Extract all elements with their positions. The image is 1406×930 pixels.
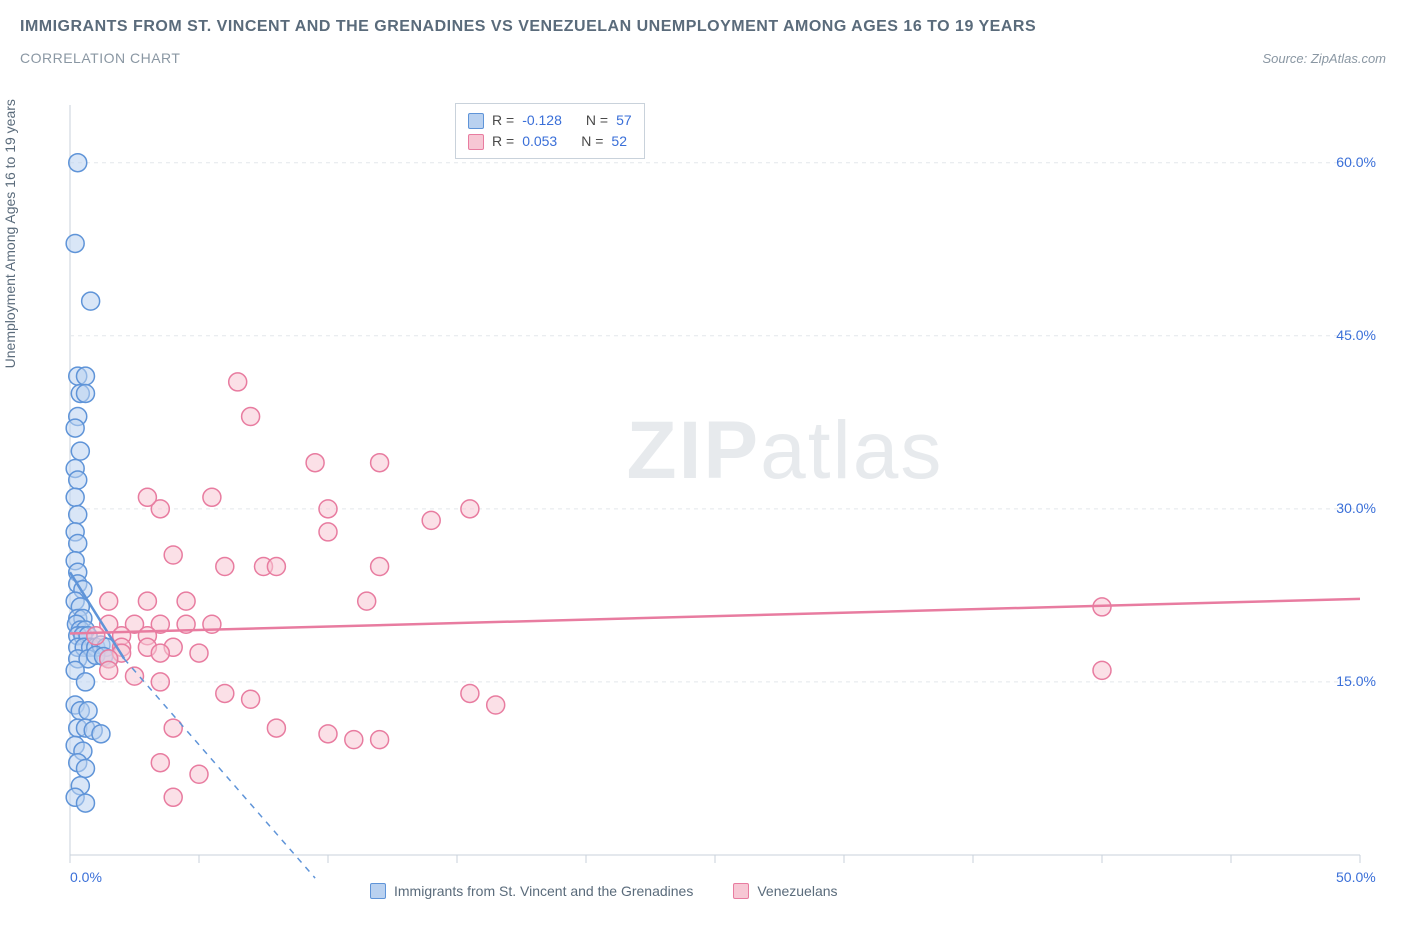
legend-r-value: -0.128 bbox=[522, 110, 562, 131]
y-tick-label: 15.0% bbox=[1336, 673, 1376, 689]
correlation-chart: Unemployment Among Ages 16 to 19 years R… bbox=[20, 95, 1386, 905]
legend-swatch-icon bbox=[370, 883, 386, 899]
legend-label: Immigrants from St. Vincent and the Gren… bbox=[394, 883, 693, 899]
legend-row: R = -0.128 N = 57 bbox=[468, 110, 632, 131]
header: IMMIGRANTS FROM ST. VINCENT AND THE GREN… bbox=[0, 0, 1406, 36]
legend-r-label: R = bbox=[492, 110, 514, 131]
legend-n-label: N = bbox=[586, 110, 608, 131]
x-tick-label: 50.0% bbox=[1336, 869, 1376, 885]
legend-swatch-icon bbox=[468, 113, 484, 129]
legend-item: Immigrants from St. Vincent and the Gren… bbox=[370, 883, 693, 899]
page-subtitle: CORRELATION CHART bbox=[20, 50, 180, 66]
correlation-legend: R = -0.128 N = 57 R = 0.053 N = 52 bbox=[455, 103, 645, 159]
page-title: IMMIGRANTS FROM ST. VINCENT AND THE GREN… bbox=[20, 18, 1386, 36]
x-tick-label: 0.0% bbox=[70, 869, 102, 885]
series-legend: Immigrants from St. Vincent and the Gren… bbox=[370, 883, 838, 899]
y-tick-label: 45.0% bbox=[1336, 327, 1376, 343]
legend-swatch-icon bbox=[468, 134, 484, 150]
legend-label: Venezuelans bbox=[757, 883, 837, 899]
y-tick-label: 30.0% bbox=[1336, 500, 1376, 516]
subheader: CORRELATION CHART Source: ZipAtlas.com bbox=[0, 36, 1406, 66]
y-tick-label: 60.0% bbox=[1336, 154, 1376, 170]
scatter-plot-svg bbox=[20, 95, 1386, 905]
legend-n-value: 52 bbox=[611, 131, 627, 152]
source-attribution: Source: ZipAtlas.com bbox=[1262, 51, 1386, 66]
legend-row: R = 0.053 N = 52 bbox=[468, 131, 632, 152]
y-axis-label: Unemployment Among Ages 16 to 19 years bbox=[2, 99, 18, 368]
legend-n-label: N = bbox=[581, 131, 603, 152]
legend-r-value: 0.053 bbox=[522, 131, 557, 152]
legend-n-value: 57 bbox=[616, 110, 632, 131]
legend-swatch-icon bbox=[733, 883, 749, 899]
legend-item: Venezuelans bbox=[733, 883, 837, 899]
legend-r-label: R = bbox=[492, 131, 514, 152]
